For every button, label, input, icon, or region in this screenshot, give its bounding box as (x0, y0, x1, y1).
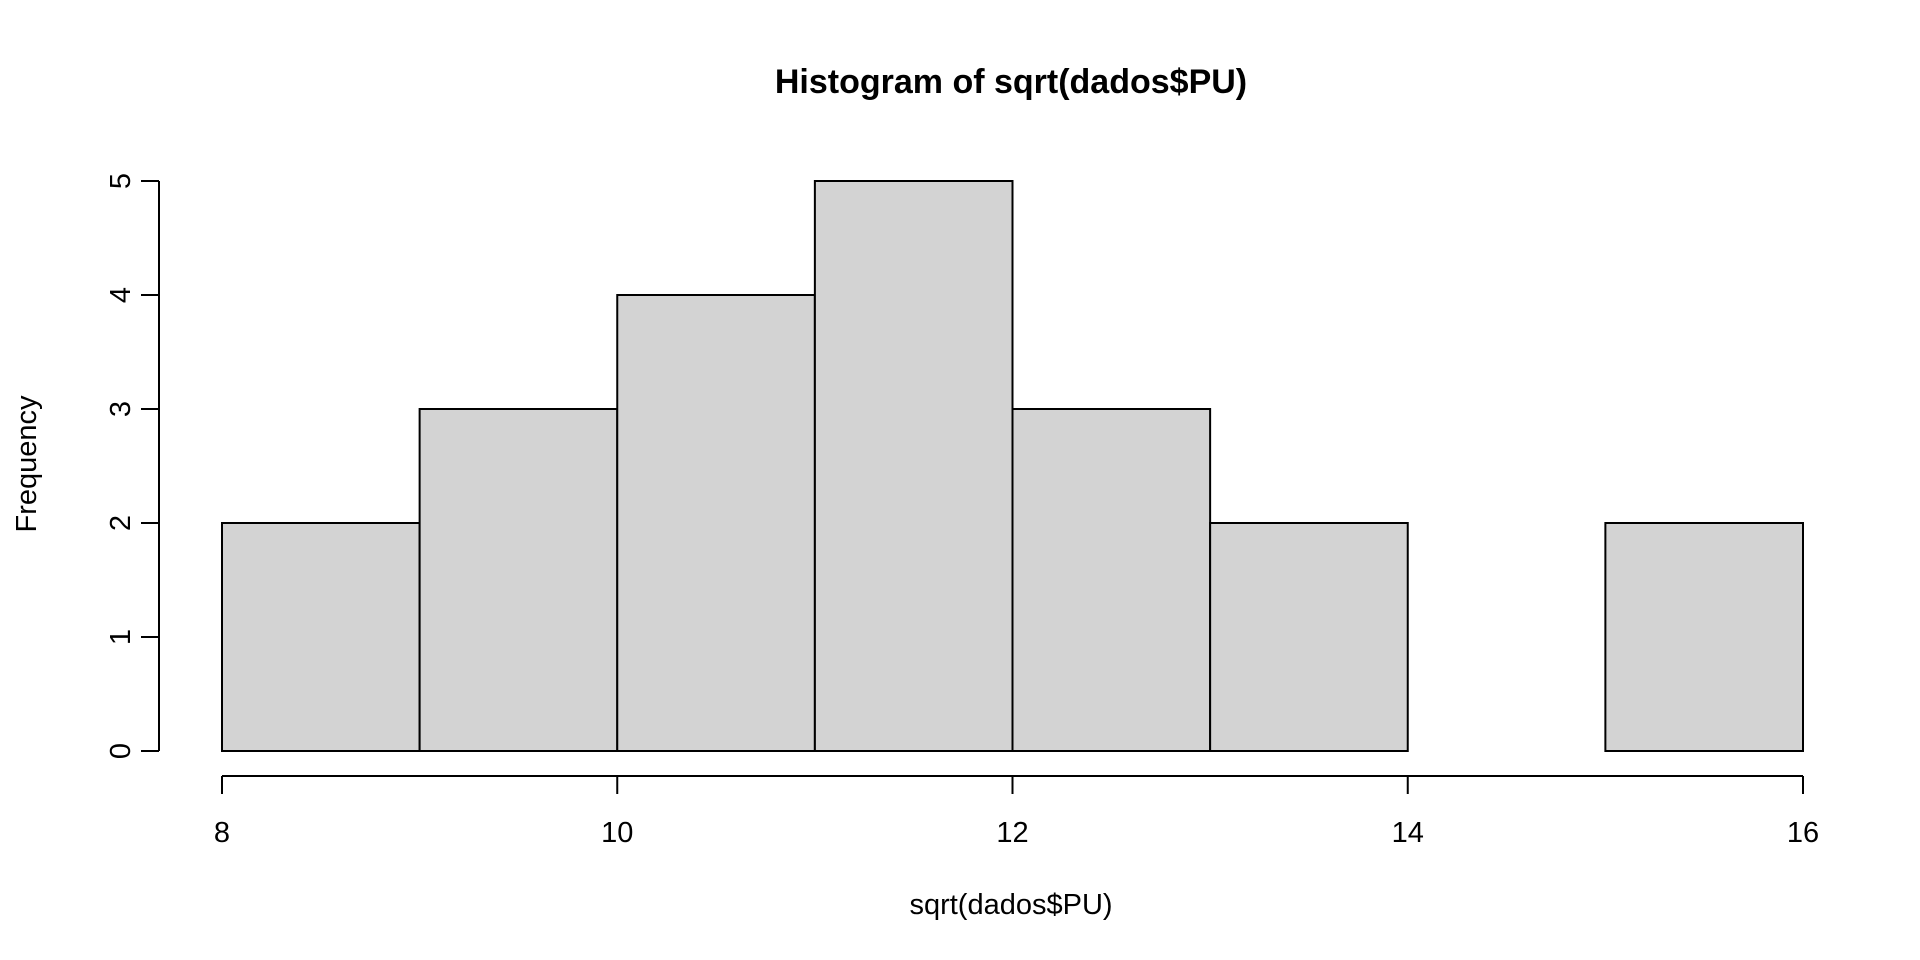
x-tick-label: 8 (214, 817, 230, 849)
histogram-bar (813, 180, 1014, 752)
histogram-bar (1011, 408, 1212, 752)
histogram-bar (616, 294, 816, 752)
y-axis-label: Frequency (11, 395, 43, 533)
x-tick-label: 14 (1392, 817, 1424, 849)
y-tick-label: 2 (105, 515, 137, 531)
x-tick-label: 16 (1787, 817, 1819, 849)
y-tick-label: 5 (105, 173, 137, 189)
x-axis-label: sqrt(dados$PU) (909, 889, 1112, 921)
histogram-bar (221, 522, 421, 752)
y-tick-label: 4 (105, 287, 137, 303)
histogram-bars (221, 180, 1804, 752)
y-tick-label: 3 (105, 401, 137, 417)
x-axis: 8 10 12 14 16 (214, 775, 1819, 849)
x-tick-label: 12 (996, 817, 1028, 849)
y-axis: 0 1 2 3 4 5 (105, 173, 160, 759)
y-tick-label: 0 (105, 743, 137, 759)
histogram-bar (1209, 522, 1409, 752)
y-tick-label: 1 (105, 629, 137, 645)
x-tick-label: 10 (601, 817, 633, 849)
chart-title: Histogram of sqrt(dados$PU) (775, 63, 1247, 101)
histogram-bar (1604, 522, 1804, 752)
histogram-bar (418, 408, 619, 752)
